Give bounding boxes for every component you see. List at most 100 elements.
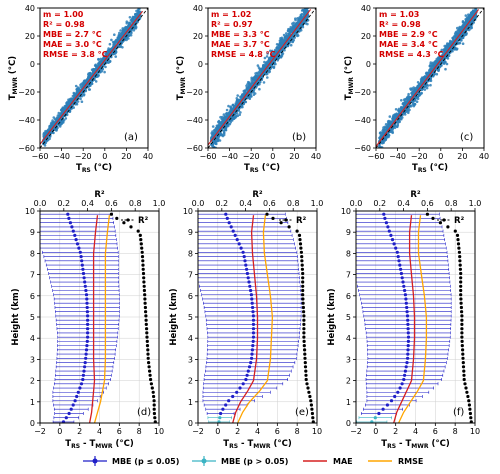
- y-tick-label: −40: [186, 116, 203, 125]
- mbe-point: [64, 416, 68, 420]
- y-tick-label: 2: [30, 377, 35, 386]
- scatter-point: [248, 97, 252, 100]
- scatter-point: [407, 92, 410, 96]
- scatter-point: [49, 122, 53, 126]
- stat-text: R² = 0.98: [379, 20, 421, 29]
- y-tick-label: 0: [198, 60, 203, 69]
- r2-point: [300, 259, 304, 263]
- scatter-point: [229, 105, 233, 108]
- y-tick-label: 6: [30, 292, 35, 301]
- mbe-point: [69, 407, 73, 411]
- r2-point: [109, 212, 113, 216]
- scatter-point: [135, 9, 138, 13]
- scatter-point: [400, 99, 403, 102]
- mbe-point: [243, 259, 247, 263]
- y-tick-label: 5: [30, 313, 35, 322]
- scatter-point: [225, 111, 229, 115]
- y-axis-label-main: T: [344, 94, 354, 100]
- scatter-point: [291, 40, 294, 44]
- x-tick-label: −40: [53, 152, 70, 161]
- x-tick-label: −40: [389, 152, 406, 161]
- x-tick-label: 10: [154, 427, 164, 436]
- panel-label: (d): [137, 407, 151, 418]
- x-axis-label-main: T: [412, 163, 418, 173]
- scatter-point: [227, 104, 230, 108]
- r2-point: [141, 263, 145, 267]
- r2-point: [149, 382, 153, 386]
- y-tick-label: 0: [188, 419, 193, 428]
- scatter-point: [72, 106, 75, 109]
- scatter-point: [269, 55, 273, 59]
- mbe-point: [70, 225, 74, 229]
- x-tick-label: −60: [200, 152, 217, 161]
- scatter-point: [464, 19, 468, 22]
- mbe-point: [83, 361, 87, 365]
- mbe-point: [224, 403, 228, 407]
- panel-label: (b): [292, 132, 306, 143]
- mbe-point: [83, 365, 87, 369]
- rmse-line: [93, 215, 111, 423]
- mbe-point: [245, 373, 249, 377]
- r2-point: [302, 318, 306, 322]
- scatter-point: [56, 126, 59, 130]
- x-tick-label: 0: [270, 152, 275, 161]
- mbe-point: [86, 331, 90, 335]
- x-tick-label: 20: [121, 152, 131, 161]
- top-tick-label: 0.0: [34, 199, 47, 208]
- scatter-point: [458, 41, 462, 45]
- mbe-point: [224, 212, 228, 216]
- mbe-point: [227, 399, 231, 403]
- scatter-point: [275, 47, 279, 51]
- mbe-point: [239, 246, 243, 250]
- axes-frame: [375, 7, 485, 149]
- mbe-point: [251, 331, 256, 335]
- scatter-point: [431, 61, 435, 65]
- scatter-point: [401, 113, 405, 116]
- r2-point: [308, 394, 312, 399]
- scatter-point: [84, 89, 88, 93]
- y-axis-label: TMWR (°C): [8, 56, 19, 100]
- stat-text: MAE = 3.4 °C: [379, 40, 438, 49]
- scatter-point: [83, 81, 86, 84]
- top-tick-label: 0.0: [192, 199, 205, 208]
- scatter-point: [251, 80, 255, 84]
- top-tick-label: 1.0: [153, 199, 166, 208]
- scatter-point: [306, 22, 309, 26]
- y-tick-label: 0: [30, 419, 35, 428]
- r2-point: [142, 280, 146, 284]
- panel-label: (a): [124, 132, 138, 143]
- mbe-point: [251, 318, 256, 322]
- scatter-point: [441, 51, 445, 55]
- scatter-point: [119, 29, 122, 32]
- scatter-point: [242, 91, 246, 95]
- scatter-point: [107, 47, 110, 50]
- mbe-point: [231, 229, 235, 233]
- mbe-point: [80, 263, 84, 267]
- scatter-point: [445, 62, 449, 66]
- r2-point: [145, 339, 149, 343]
- y-tick-label: 7: [30, 271, 35, 280]
- mbe-point: [73, 233, 77, 237]
- y-tick-label: 10: [183, 207, 193, 216]
- plot-area: [376, 8, 484, 148]
- scatter-point: [118, 34, 121, 37]
- mbe-point: [251, 327, 256, 331]
- x-tick-label: −60: [32, 152, 49, 161]
- scatter-point: [285, 32, 288, 35]
- stat-text: R² = 0.97: [211, 20, 253, 29]
- scatter-point: [267, 59, 271, 62]
- r2-point: [140, 250, 144, 254]
- r2-point: [147, 365, 151, 369]
- scatter-point: [461, 42, 465, 45]
- x-axis-label-sub: RS: [71, 443, 80, 450]
- scatter-point: [402, 101, 405, 105]
- r2-point: [302, 344, 306, 348]
- r2-point: [144, 314, 148, 318]
- stat-text: m = 1.00: [43, 10, 84, 19]
- r2-point: [136, 229, 140, 233]
- x-tick-label: 40: [479, 152, 489, 161]
- scatter-point: [413, 88, 417, 92]
- y-axis-label-main: T: [176, 94, 186, 100]
- y-tick-label: −60: [354, 144, 371, 153]
- mbe-point: [251, 314, 255, 318]
